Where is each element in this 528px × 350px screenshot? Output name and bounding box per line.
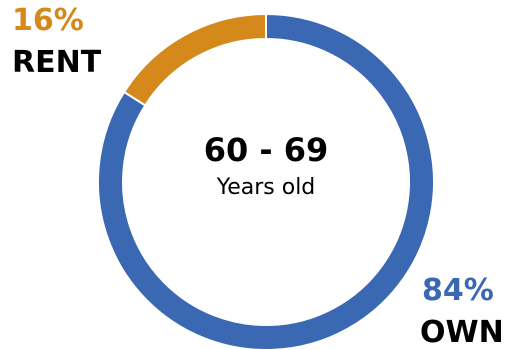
- rent-category-label: RENT: [12, 45, 102, 80]
- center-subtitle: Years old: [216, 175, 316, 200]
- slice-rent: [122, 12, 267, 107]
- slice-own: [97, 12, 435, 350]
- own-percent-label: 84%: [422, 273, 494, 308]
- rent-percent-label: 16%: [12, 3, 84, 38]
- center-age-range: 60 - 69: [203, 131, 329, 169]
- own-category-label: OWN: [420, 315, 504, 350]
